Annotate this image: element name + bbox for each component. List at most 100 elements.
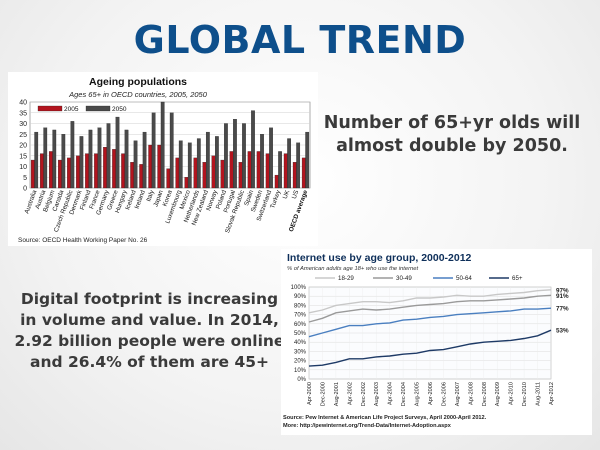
line-y-tick-label: 100% bbox=[291, 285, 307, 291]
bar-ireland-2005 bbox=[139, 164, 144, 189]
bar-finland-2005 bbox=[85, 153, 89, 189]
line-x-tick-label: Apr-2006 bbox=[428, 382, 434, 405]
bar-hungary-2005 bbox=[121, 153, 125, 189]
line-legend-label-18-29: 18-29 bbox=[338, 275, 354, 282]
bar-australia-2005 bbox=[30, 159, 35, 189]
line-x-tick-label: Apr-2004 bbox=[388, 382, 394, 405]
bar-slovak-republic-2005 bbox=[238, 162, 243, 189]
bar-hungary-2050 bbox=[124, 129, 129, 189]
line-end-label-65: 53% bbox=[556, 328, 569, 335]
bar-legend-swatch-2050 bbox=[85, 105, 111, 112]
bar-belgium-2050 bbox=[52, 129, 57, 189]
internet-chart-panel: Internet use by age group, 2000-2012 % o… bbox=[281, 249, 592, 435]
line-chart-subtitle: % of American adults age 18+ who use the… bbox=[287, 266, 418, 272]
line-x-tick-label: Aug-2003 bbox=[374, 382, 380, 406]
bar-y-tick-label: 35 bbox=[19, 110, 27, 117]
bar-turkey-2050 bbox=[278, 151, 282, 189]
line-legend-label-65: 65+ bbox=[512, 275, 523, 282]
bar-japan-2050 bbox=[160, 101, 165, 189]
bar-category-label: UK bbox=[282, 189, 292, 200]
line-x-tick-label: Aug-2011 bbox=[536, 382, 542, 406]
line-y-tick-label: 70% bbox=[294, 313, 307, 319]
bar-oecd-average-2050 bbox=[305, 131, 310, 189]
bar-norway-2005 bbox=[211, 155, 216, 189]
line-chart-legend: 18-29 30-49 50-64 65+ bbox=[315, 275, 523, 282]
bar-france-2050 bbox=[97, 127, 102, 189]
internet-line-chart: Internet use by age group, 2000-2012 % o… bbox=[283, 252, 569, 429]
line-chart-more: More: http://pewinternet.org/Trend-Data/… bbox=[283, 423, 452, 429]
bar-luxembourg-2005 bbox=[175, 157, 180, 189]
line-x-tick-label: Aug-2005 bbox=[415, 382, 421, 406]
bar-chart-title: Ageing populations bbox=[89, 76, 187, 88]
bar-sweden-2050 bbox=[260, 134, 264, 189]
line-x-tick-label: Dec-2004 bbox=[401, 382, 407, 406]
bar-mexico-2005 bbox=[184, 177, 189, 189]
bar-new-zealand-2050 bbox=[205, 131, 210, 189]
line-x-tick-label: Dec-2002 bbox=[361, 382, 367, 406]
line-x-tick-label: Apr-2008 bbox=[468, 382, 474, 405]
bar-france-2005 bbox=[94, 153, 98, 189]
bar-germany-2005 bbox=[103, 147, 107, 189]
caption-digital-footprint: Digital footprint is increasing in volum… bbox=[14, 290, 285, 371]
bar-austria-2005 bbox=[39, 153, 44, 189]
line-y-tick-label: 40% bbox=[294, 340, 307, 346]
bar-greece-2050 bbox=[115, 116, 120, 189]
bar-new-zealand-2005 bbox=[202, 162, 207, 189]
bar-us-2050 bbox=[296, 142, 301, 189]
bar-italy-2050 bbox=[151, 112, 156, 189]
caption-ageing: Number of 65+yr olds will almost double … bbox=[323, 113, 581, 156]
bar-chart-legend: 2005 2050 bbox=[37, 105, 127, 113]
bar-denmark-2005 bbox=[76, 155, 80, 189]
bar-sweden-2005 bbox=[256, 151, 261, 189]
bar-luxembourg-2050 bbox=[178, 140, 183, 189]
line-x-tick-label: Dec-2006 bbox=[441, 382, 447, 406]
bar-y-tick-label: 25 bbox=[19, 132, 27, 139]
bar-slovak-republic-2050 bbox=[242, 123, 246, 189]
line-end-label-50-64: 77% bbox=[556, 306, 569, 313]
bar-switzerland-2005 bbox=[265, 153, 270, 189]
line-x-tick-label: Apr-2000 bbox=[307, 382, 313, 405]
bar-y-tick-label: 0 bbox=[23, 186, 27, 193]
bar-chart-subtitle: Ages 65+ in OECD countries, 2005, 2050 bbox=[68, 90, 208, 99]
bar-poland-2005 bbox=[220, 159, 225, 189]
bar-y-tick-label: 20 bbox=[19, 143, 27, 150]
line-x-tick-label: Aug-2001 bbox=[334, 382, 340, 406]
bar-switzerland-2050 bbox=[269, 127, 273, 189]
line-x-tick-label: Dec-2000 bbox=[320, 382, 326, 406]
bar-denmark-2050 bbox=[79, 136, 84, 189]
line-y-tick-label: 10% bbox=[294, 368, 307, 374]
bar-turkey-2005 bbox=[274, 174, 279, 189]
line-y-tick-label: 60% bbox=[294, 322, 307, 328]
bar-ireland-2050 bbox=[142, 131, 147, 189]
bar-iceland-2050 bbox=[133, 140, 138, 189]
line-y-tick-label: 50% bbox=[294, 331, 307, 337]
bar-iceland-2005 bbox=[130, 162, 135, 189]
bar-oecd-average-2005 bbox=[301, 157, 306, 189]
bar-poland-2050 bbox=[224, 123, 228, 189]
bar-y-tick-label: 10 bbox=[19, 164, 27, 171]
line-y-tick-label: 80% bbox=[294, 303, 307, 309]
bar-italy-2005 bbox=[148, 144, 153, 189]
line-end-label-30-49: 91% bbox=[556, 293, 569, 300]
line-x-tick-label: Dec-2010 bbox=[522, 382, 528, 406]
line-y-tick-label: 30% bbox=[294, 349, 307, 355]
line-x-tick-label: Apr-2012 bbox=[549, 382, 555, 405]
line-y-tick-label: 0% bbox=[297, 377, 306, 383]
bar-y-tick-label: 15 bbox=[19, 153, 27, 160]
bar-spain-2050 bbox=[251, 110, 255, 189]
bar-norway-2050 bbox=[215, 136, 219, 189]
slide-title: GLOBAL TREND bbox=[133, 18, 467, 62]
line-x-tick-label: Dec-2008 bbox=[482, 382, 488, 406]
bar-czech-republic-2005 bbox=[67, 157, 71, 189]
bar-netherlands-2005 bbox=[193, 157, 198, 189]
bar-category-label: US bbox=[291, 189, 301, 200]
bar-canada-2005 bbox=[58, 159, 62, 189]
line-chart-title: Internet use by age group, 2000-2012 bbox=[287, 252, 472, 264]
line-legend-label-30-49: 30-49 bbox=[396, 275, 412, 282]
bar-legend-label-2050: 2050 bbox=[112, 106, 127, 113]
ageing-chart-panel: Ageing populations Ages 65+ in OECD coun… bbox=[8, 72, 318, 246]
line-chart-source: Source: Pew Internet & American Life Pro… bbox=[283, 415, 487, 421]
bar-greece-2005 bbox=[112, 149, 116, 189]
line-x-tick-label: Apr-2002 bbox=[347, 382, 353, 405]
bar-korea-2050 bbox=[169, 112, 174, 189]
